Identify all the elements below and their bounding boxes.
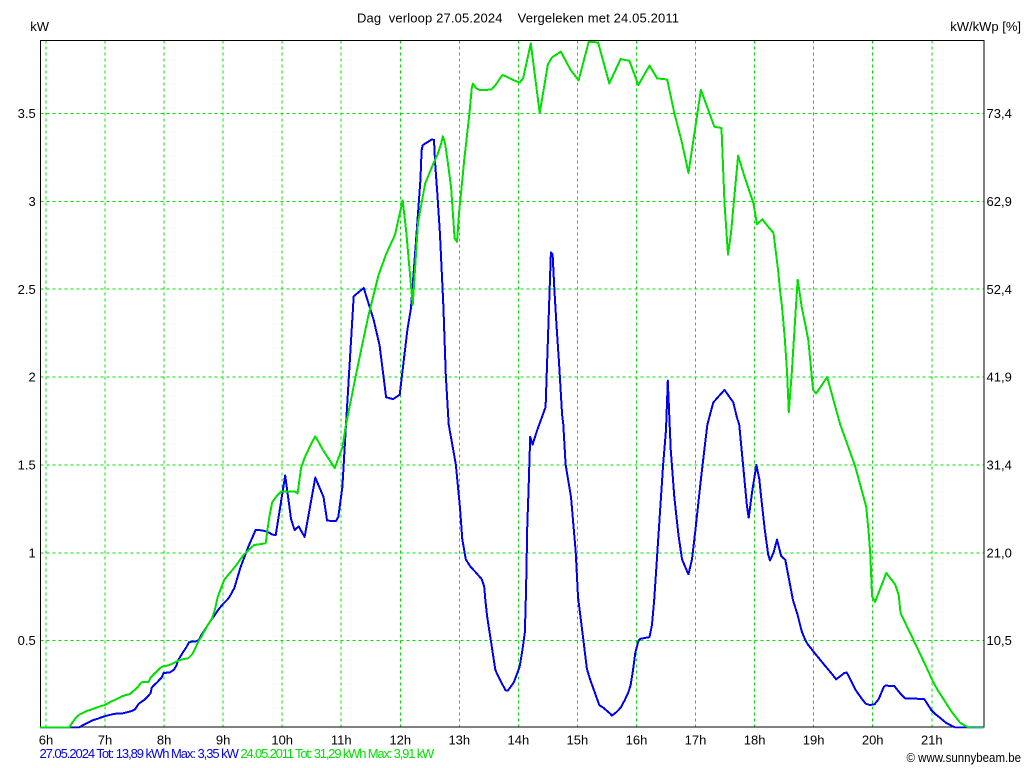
svg-text:12h: 12h — [389, 733, 411, 748]
svg-text:1.5: 1.5 — [18, 458, 36, 473]
svg-text:6h: 6h — [39, 733, 53, 748]
svg-text:14h: 14h — [508, 733, 530, 748]
svg-text:19h: 19h — [803, 733, 825, 748]
svg-text:13h: 13h — [448, 733, 470, 748]
svg-text:1: 1 — [28, 545, 35, 560]
svg-text:0.5: 0.5 — [18, 633, 36, 648]
svg-text:Dag verloop 27.05.2024 Ver: Dag verloop 27.05.2024 Vergeleken met 24… — [357, 11, 679, 26]
svg-text:10,5: 10,5 — [987, 633, 1012, 648]
svg-text:2: 2 — [28, 370, 35, 385]
svg-text:3: 3 — [28, 194, 35, 209]
svg-text:17h: 17h — [685, 733, 707, 748]
svg-text:7h: 7h — [98, 733, 112, 748]
svg-text:27.05.2024 Tot: 13,89 kWh Max:: 27.05.2024 Tot: 13,89 kWh Max: 3,35 kW — [40, 746, 240, 761]
svg-text:24.05.2011 Tot: 31,29 kWh Max:: 24.05.2011 Tot: 31,29 kWh Max: 3,91 kW — [241, 746, 436, 761]
svg-text:41,9: 41,9 — [987, 370, 1012, 385]
svg-text:3.5: 3.5 — [18, 106, 36, 121]
svg-text:9h: 9h — [216, 733, 230, 748]
svg-text:73,4: 73,4 — [987, 106, 1012, 121]
svg-text:18h: 18h — [744, 733, 766, 748]
svg-text:52,4: 52,4 — [987, 282, 1012, 297]
svg-text:© www.sunnybeam.be: © www.sunnybeam.be — [907, 750, 1022, 765]
svg-text:kW/kWp [%]: kW/kWp [%] — [950, 19, 1021, 34]
svg-text:8h: 8h — [157, 733, 171, 748]
svg-text:20h: 20h — [862, 733, 884, 748]
svg-text:15h: 15h — [567, 733, 589, 748]
svg-text:21h: 21h — [921, 733, 943, 748]
svg-text:21,0: 21,0 — [987, 545, 1012, 560]
svg-text:11h: 11h — [331, 733, 352, 748]
svg-text:31,4: 31,4 — [987, 458, 1012, 473]
svg-text:kW: kW — [30, 19, 50, 34]
svg-text:62,9: 62,9 — [987, 194, 1012, 209]
svg-text:2.5: 2.5 — [18, 282, 36, 297]
svg-text:10h: 10h — [271, 733, 293, 748]
svg-text:16h: 16h — [626, 733, 648, 748]
